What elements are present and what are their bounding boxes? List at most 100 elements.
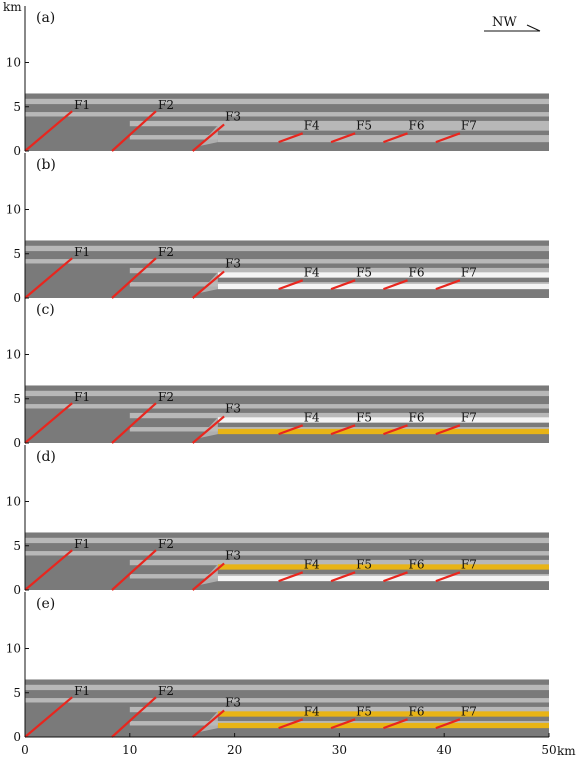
panel-label: (c) (36, 302, 55, 318)
fault-line (383, 424, 408, 436)
fault-label: F3 (225, 256, 241, 270)
fault-label: F1 (74, 390, 90, 404)
lower-target-layer (217, 575, 549, 582)
north-label: NW (492, 15, 517, 30)
fault-label: F4 (304, 410, 320, 424)
axis-tick-label: 10 (6, 495, 21, 509)
fault-label: F5 (356, 410, 372, 424)
light-layer (25, 551, 549, 556)
fault-line (111, 696, 157, 738)
axis-tick-label: 0 (13, 436, 21, 450)
panel: F1 F2 F3 F4 F5 F6 F7 0 5 10 (a) (6, 6, 550, 158)
fault-line (383, 279, 408, 291)
light-layer (25, 245, 549, 252)
fault-line (330, 279, 356, 291)
fault-line (278, 571, 304, 583)
fault-label: F3 (225, 548, 241, 562)
fault-label: F1 (74, 537, 90, 551)
axis-tick-label: 10 (6, 642, 21, 656)
fault-label: F6 (409, 557, 425, 571)
fault-label: F2 (158, 98, 174, 112)
panel-label: (e) (36, 596, 55, 612)
fault-line (24, 402, 73, 444)
ramp-wedge (198, 711, 218, 733)
lower-target-layer (217, 722, 549, 729)
light-layer (25, 684, 549, 691)
fault-label: F5 (356, 118, 372, 132)
light-layer (25, 404, 549, 409)
axis-tick-label: 0 (13, 583, 21, 597)
fault-label: F4 (304, 118, 320, 132)
fault-line (191, 123, 225, 152)
fault-line (278, 132, 304, 144)
fault-label: F3 (225, 695, 241, 709)
lower-target-layer (217, 428, 549, 435)
light-layer (129, 267, 550, 274)
fault-line (383, 718, 408, 730)
fault-line (24, 110, 73, 152)
north-arrow-head-icon (526, 24, 541, 32)
panel: F1 F2 F3 F4 F5 F6 F7 0 5 10 (b) (6, 153, 550, 305)
panel: F1 F2 F3 F4 F5 F6 F7 0 5 10 (e) (6, 592, 550, 744)
panel-label: (d) (36, 449, 56, 465)
fault-line (330, 571, 356, 583)
light-layer (129, 412, 550, 419)
light-layer (25, 112, 549, 117)
fault-label: F5 (356, 265, 372, 279)
axis-tick-label: 0 (13, 291, 21, 305)
fault-line (24, 696, 73, 738)
light-layer (129, 559, 550, 566)
fault-line (435, 718, 461, 730)
fault-label: F7 (461, 410, 477, 424)
axis-tick-label: 30 (332, 743, 347, 757)
panels-group: F1 F2 F3 F4 F5 F6 F7 0 5 10 (a) F1 F2 F3 F4 F5 F6 F7 0 5 10 (… (6, 6, 550, 744)
upper-target-layer (217, 125, 549, 131)
fault-line (383, 571, 408, 583)
axis-tick-label: 20 (227, 743, 242, 757)
axis-tick-label: 10 (122, 743, 137, 757)
fault-line (191, 709, 225, 738)
fault-line (278, 279, 304, 291)
fault-line (435, 279, 461, 291)
fault-label: F6 (409, 410, 425, 424)
axis-tick-label: 5 (13, 539, 21, 553)
lower-target-layer (217, 136, 549, 143)
fault-label: F3 (225, 401, 241, 415)
fault-label: F4 (304, 704, 320, 718)
fault-line (111, 257, 157, 299)
fault-label: F6 (409, 118, 425, 132)
fault-label: F7 (461, 118, 477, 132)
distance-unit-label: km (557, 744, 576, 758)
axis-tick-label: 40 (437, 743, 452, 757)
axis-tick-label: 10 (6, 348, 21, 362)
fault-line (435, 424, 461, 436)
north-arrow: NW (484, 15, 541, 32)
depth-unit-label: km (3, 0, 22, 14)
axis-tick-label: 10 (6, 203, 21, 217)
distance-axis: 0 10 20 30 40 50 (21, 733, 557, 757)
fault-label: F1 (74, 98, 90, 112)
fault-label: F7 (461, 704, 477, 718)
fault-label: F5 (356, 704, 372, 718)
fault-label: F6 (409, 704, 425, 718)
fault-line (111, 549, 157, 591)
upper-target-layer (217, 417, 549, 423)
ramp-wedge (198, 564, 218, 586)
fault-line (383, 132, 408, 144)
fault-label: F1 (74, 684, 90, 698)
fault-line (330, 424, 356, 436)
fault-label: F6 (409, 265, 425, 279)
panel-label: (a) (36, 10, 55, 26)
fault-line (24, 549, 73, 591)
axis-tick-label: 0 (13, 144, 21, 158)
fault-line (191, 270, 225, 299)
panel: F1 F2 F3 F4 F5 F6 F7 0 5 10 (c) (6, 298, 550, 450)
upper-target-layer (217, 272, 549, 278)
fault-label: F2 (158, 390, 174, 404)
light-layer (129, 706, 550, 713)
fault-label: F4 (304, 557, 320, 571)
fault-line (191, 562, 225, 591)
axis-tick-label: 0 (21, 743, 29, 757)
fault-line (191, 415, 225, 444)
